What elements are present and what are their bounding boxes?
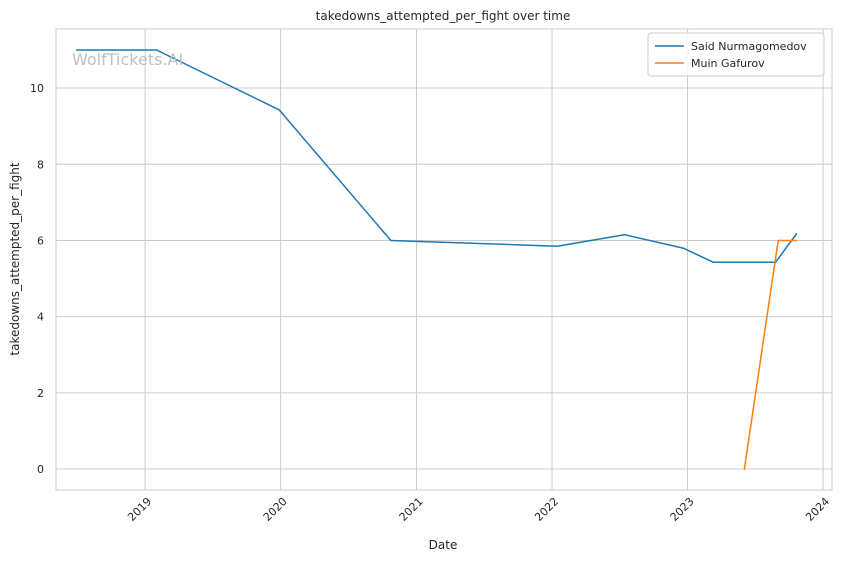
data-point	[795, 233, 798, 235]
legend: Said Nurmagomedov Muin Gafurov	[647, 32, 825, 77]
plot-area	[55, 28, 833, 491]
legend-box	[647, 32, 825, 77]
x-tick-label: 2020	[261, 495, 290, 524]
series-line-0	[76, 49, 798, 263]
data-point	[390, 239, 392, 242]
data-point	[743, 468, 746, 470]
y-tick-label: 4	[37, 311, 44, 324]
y-tick-label: 0	[37, 463, 44, 476]
series-lines	[75, 49, 798, 470]
data-point	[155, 49, 158, 51]
x-tick-label: 2021	[397, 495, 426, 524]
data-point	[278, 108, 280, 111]
watermark: WolfTickets.AI	[72, 50, 183, 69]
y-tick-label: 2	[37, 387, 44, 400]
x-tick-label: 2019	[125, 495, 154, 524]
chart-title: takedowns_attempted_per_fight over time	[316, 9, 571, 23]
data-point	[712, 261, 714, 263]
x-tick-label: 2023	[668, 495, 697, 524]
x-axis-label: Date	[429, 538, 458, 552]
legend-label: Said Nurmagomedov	[691, 40, 807, 53]
data-point	[556, 245, 559, 247]
data-point	[75, 49, 78, 51]
x-tick-labels: 2019 2020 2021 2022 2023 2024	[125, 495, 832, 524]
y-axis-label: takedowns_attempted_per_fight	[8, 162, 22, 355]
data-point	[682, 247, 684, 249]
legend-label: Muin Gafurov	[691, 57, 765, 70]
grid	[56, 29, 832, 490]
y-tick-label: 6	[37, 234, 44, 247]
data-point	[795, 239, 798, 242]
y-tick-label: 8	[37, 158, 44, 171]
x-tick-label: 2022	[532, 495, 561, 524]
y-tick-label: 10	[30, 82, 44, 95]
data-point	[623, 233, 626, 236]
x-tick-label: 2024	[803, 495, 832, 524]
data-point	[777, 239, 779, 242]
y-tick-labels: 0 2 4 6 8 10	[30, 82, 44, 476]
